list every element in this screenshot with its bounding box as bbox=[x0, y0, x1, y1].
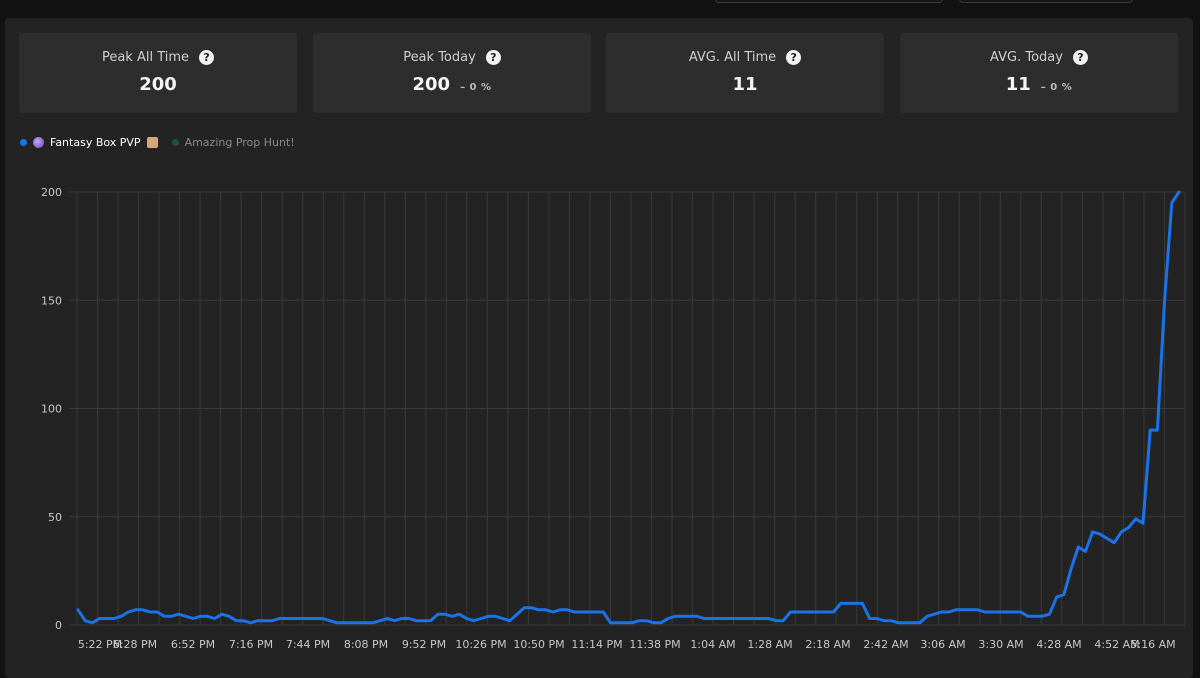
legend-label: Fantasy Box PVP bbox=[50, 136, 141, 149]
stat-value: 11 bbox=[732, 74, 758, 95]
stat-value: 11 bbox=[1005, 74, 1031, 95]
x-tick-label: 6:52 PM bbox=[171, 638, 215, 651]
x-tick-label: 8:08 PM bbox=[344, 638, 388, 651]
stat-title: Peak All Time bbox=[101, 50, 190, 65]
x-tick-label: 2:18 AM bbox=[805, 638, 850, 651]
x-tick-label: 1:28 AM bbox=[747, 638, 792, 651]
x-tick-label: 7:44 PM bbox=[286, 638, 330, 651]
legend-item-amazing-prop-hunt[interactable]: Amazing Prop Hunt! bbox=[171, 136, 295, 149]
stat-change-badge: – 0 % bbox=[460, 82, 492, 93]
x-tick-label: 5:22 PM bbox=[78, 638, 122, 651]
x-tick-label: 5:16 AM bbox=[1130, 638, 1175, 651]
stat-title: Peak Today bbox=[403, 50, 476, 65]
x-tick-label: 3:06 AM bbox=[920, 638, 965, 651]
help-icon[interactable]: ? bbox=[786, 50, 802, 65]
stat-title: AVG. Today bbox=[990, 50, 1063, 65]
x-tick-label: 10:50 PM bbox=[513, 638, 564, 651]
x-tick-label: 11:38 PM bbox=[629, 638, 680, 651]
y-tick-label: 50 bbox=[48, 511, 62, 524]
y-tick-label: 200 bbox=[41, 186, 62, 199]
x-tick-label: 3:30 AM bbox=[978, 638, 1023, 651]
help-icon[interactable]: ? bbox=[199, 50, 215, 65]
x-tick-label: 9:52 PM bbox=[402, 638, 446, 651]
legend-dot-icon bbox=[171, 139, 179, 146]
help-icon[interactable]: ? bbox=[1072, 50, 1088, 65]
y-tick-label: 0 bbox=[55, 619, 62, 632]
x-tick-label: 1:04 AM bbox=[690, 638, 735, 651]
box-emoji-icon bbox=[146, 137, 158, 148]
chart-legend: Fantasy Box PVP Amazing Prop Hunt! bbox=[20, 136, 295, 149]
legend-dot-icon bbox=[20, 139, 27, 146]
x-tick-label: 10:26 PM bbox=[455, 638, 506, 651]
x-tick-label: 4:28 AM bbox=[1036, 638, 1081, 651]
stat-value: 200 bbox=[139, 74, 177, 95]
stat-card-avg-today: AVG. Today ? 11 – 0 % bbox=[900, 33, 1178, 113]
stat-card-avg-all-time: AVG. All Time ? 11 bbox=[606, 33, 884, 113]
help-icon[interactable]: ? bbox=[485, 50, 501, 65]
legend-label: Amazing Prop Hunt! bbox=[184, 136, 295, 149]
stat-card-peak-today: Peak Today ? 200 – 0 % bbox=[313, 33, 591, 113]
series-line-fantasy-box-pvp bbox=[76, 190, 1181, 625]
stat-value: 200 bbox=[412, 74, 451, 95]
stat-card-peak-all-time: Peak All Time ? 200 bbox=[19, 33, 297, 113]
x-tick-label: 4:52 AM bbox=[1094, 638, 1139, 651]
x-tick-label: 6:28 PM bbox=[113, 638, 157, 651]
y-tick-label: 100 bbox=[41, 403, 62, 416]
x-tick-label: 11:14 PM bbox=[571, 638, 622, 651]
x-tick-label: 2:42 AM bbox=[863, 638, 908, 651]
x-tick-label: 7:16 PM bbox=[229, 638, 273, 651]
y-tick-label: 150 bbox=[41, 294, 62, 307]
stat-change-badge: – 0 % bbox=[1040, 82, 1073, 93]
stat-title: AVG. All Time bbox=[688, 50, 777, 65]
legend-item-fantasy-box-pvp[interactable]: Fantasy Box PVP bbox=[20, 136, 158, 149]
stats-panel: Peak All Time ? 200 Peak Today ? 200 – 0… bbox=[5, 18, 1193, 678]
game-emoji-icon bbox=[33, 137, 44, 148]
